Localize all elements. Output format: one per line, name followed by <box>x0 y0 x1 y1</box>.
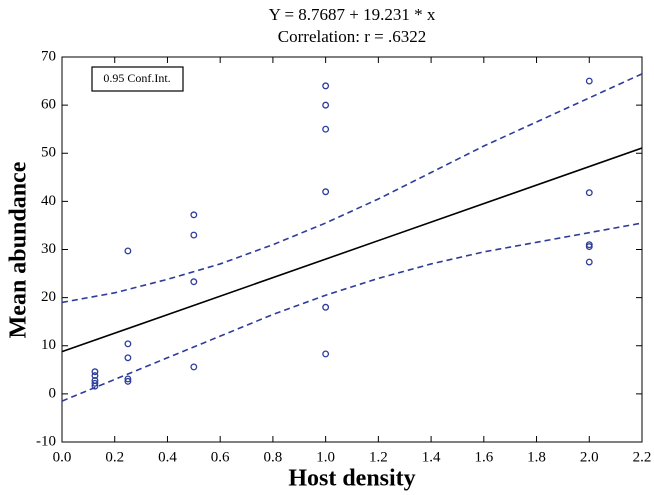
x-tick-label: 1.6 <box>474 449 493 465</box>
y-axis-title: Mean abundance <box>6 161 32 338</box>
x-tick-label: 2.2 <box>633 449 652 465</box>
x-tick-label: 0.8 <box>264 449 283 465</box>
regression-line <box>61 147 643 353</box>
y-tick-label: 40 <box>41 193 56 209</box>
x-axis-title: Host density <box>288 466 415 492</box>
point <box>91 368 99 376</box>
chart-title: Y = 8.7687 + 19.231 * x <box>269 5 436 24</box>
point <box>585 243 593 251</box>
x-tick-label: 0.4 <box>158 449 177 465</box>
y-tick-label: 0 <box>49 385 57 401</box>
point <box>585 258 593 266</box>
confidence-band <box>61 222 643 402</box>
point <box>322 82 330 90</box>
point <box>322 125 330 133</box>
x-tick-label: 0.0 <box>53 449 72 465</box>
point <box>124 375 132 383</box>
point <box>124 354 132 362</box>
y-tick-label: -10 <box>36 433 56 449</box>
point <box>585 189 593 197</box>
point <box>585 77 593 85</box>
point <box>190 363 198 371</box>
y-tick-label: 30 <box>41 241 56 257</box>
point <box>124 247 132 255</box>
x-tick-label: 0.6 <box>211 449 230 465</box>
x-tick-label: 0.2 <box>105 449 124 465</box>
confidence-band <box>61 73 643 304</box>
y-tick-label: 50 <box>41 145 56 161</box>
point <box>124 377 132 385</box>
point <box>190 211 198 219</box>
y-tick-label: 70 <box>41 48 56 64</box>
legend-box <box>91 66 184 92</box>
point <box>322 303 330 311</box>
point <box>322 188 330 196</box>
x-tick-label: 1.8 <box>527 449 546 465</box>
y-tick-label: 10 <box>41 337 56 353</box>
point <box>190 278 198 286</box>
point <box>322 101 330 109</box>
point <box>124 340 132 348</box>
y-tick-label: 20 <box>41 289 56 305</box>
x-tick-label: 1.0 <box>316 449 335 465</box>
point <box>322 350 330 358</box>
chart-subtitle: Correlation: r = .6322 <box>278 27 426 46</box>
point <box>91 372 99 380</box>
x-tick-label: 2.0 <box>580 449 599 465</box>
y-tick-label: 60 <box>41 97 56 113</box>
legend-label: 0.95 Conf.Int. <box>103 71 170 85</box>
x-tick-label: 1.4 <box>422 449 441 465</box>
point <box>91 382 99 390</box>
x-tick-label: 1.2 <box>369 449 388 465</box>
point <box>91 379 99 387</box>
point <box>190 231 198 239</box>
